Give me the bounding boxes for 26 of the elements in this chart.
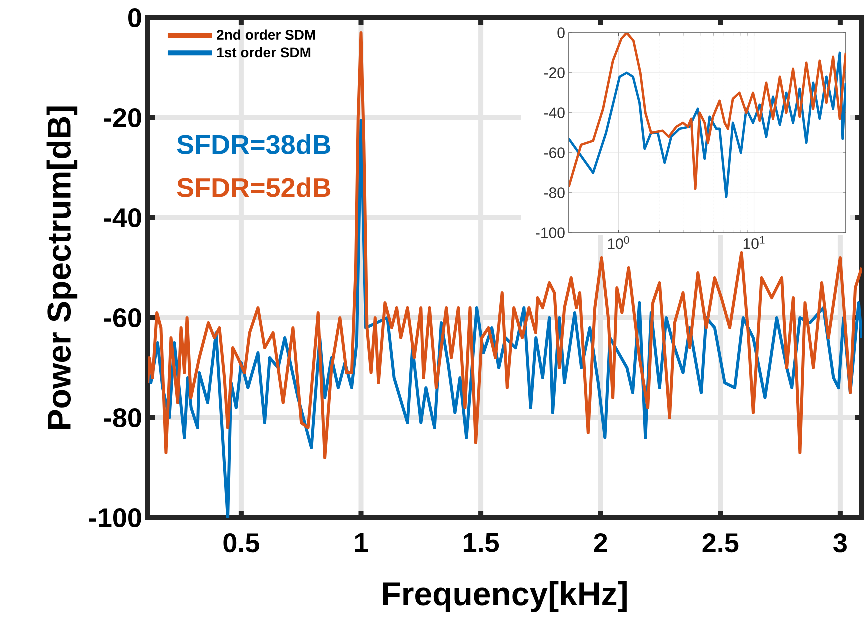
x-tick-label: 10$^{0}$ bbox=[608, 236, 630, 250]
y-tick-label: -20 bbox=[104, 108, 142, 128]
y-tick-label: 0 bbox=[558, 28, 565, 38]
y-tick-label: -100 bbox=[536, 228, 565, 238]
y-tick-label: -40 bbox=[104, 208, 142, 228]
x-tick-label: 3 bbox=[834, 534, 847, 553]
y-tick-label: -60 bbox=[104, 308, 142, 328]
x-tick-label: 0.5 bbox=[224, 534, 260, 553]
y-tick-label: -40 bbox=[544, 108, 565, 118]
legend-label: 2nd order SDM bbox=[217, 30, 316, 40]
x-tick-label: 1 bbox=[355, 534, 368, 552]
x-axis-title: Frequency[kHz] bbox=[383, 582, 627, 612]
y-axis-title: Power Spectrum[dB] bbox=[46, 106, 78, 429]
y-tick-label: -80 bbox=[544, 188, 565, 198]
y-tick-label: -60 bbox=[544, 148, 565, 158]
y-tick-label: -20 bbox=[544, 68, 565, 78]
annotation: SFDR=38dB bbox=[177, 134, 331, 154]
y-tick-label: 0 bbox=[128, 8, 142, 28]
annotation: SFDR=52dB bbox=[177, 178, 331, 198]
legend-label: 1st order SDM bbox=[217, 47, 311, 58]
x-tick-label: 2 bbox=[594, 534, 608, 552]
x-tick-label: 10$^{1}$ bbox=[744, 236, 765, 250]
y-tick-label: -80 bbox=[104, 408, 142, 428]
y-tick-label: -100 bbox=[89, 508, 142, 528]
x-tick-label: 1.5 bbox=[464, 534, 500, 552]
x-tick-label: 2.5 bbox=[702, 534, 739, 553]
